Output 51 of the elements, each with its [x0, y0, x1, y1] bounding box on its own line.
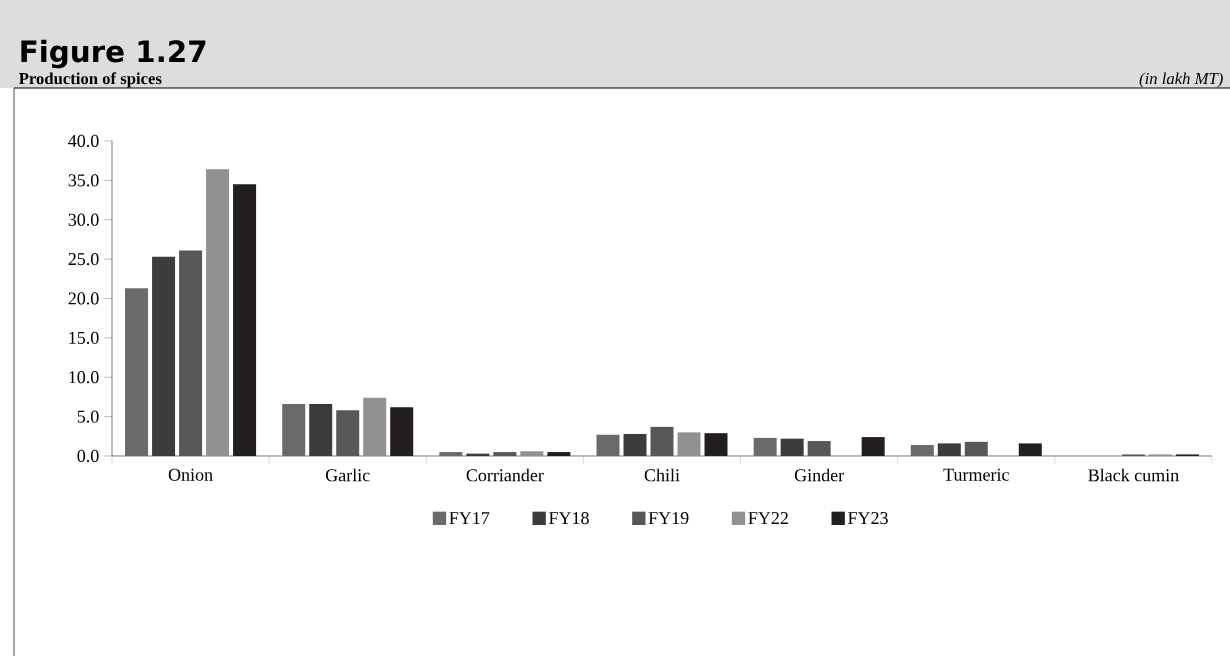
bar [596, 434, 620, 456]
bar [309, 404, 333, 456]
bar [937, 443, 961, 456]
x-tick-label: Garlic [325, 468, 370, 482]
y-tick-label: 15.0 [69, 331, 99, 344]
bar [390, 407, 414, 456]
bar [753, 437, 777, 456]
bar [780, 438, 804, 456]
x-tick-label: Corriander [466, 468, 544, 482]
bar [650, 426, 674, 456]
x-tick-label: Chili [644, 468, 680, 482]
y-tick-label: 20.0 [68, 292, 99, 305]
y-tick-label: 35.0 [68, 174, 99, 187]
bar [704, 433, 728, 456]
bar [233, 184, 257, 456]
bar [910, 444, 934, 456]
bar [336, 410, 360, 456]
x-tick-label: Black cumin [1088, 468, 1179, 482]
bar [179, 250, 203, 456]
bar [677, 432, 701, 456]
bar [493, 452, 517, 456]
bar [206, 169, 230, 456]
bar [861, 437, 885, 456]
y-tick-label: 0.0 [77, 449, 99, 463]
y-tick-label: 10.0 [69, 371, 99, 384]
legend-label: FY22 [748, 512, 788, 524]
bar [363, 397, 387, 456]
bar [152, 256, 176, 456]
bar [964, 441, 988, 456]
bar [282, 404, 306, 456]
x-tick-label: Onion [168, 468, 213, 481]
y-tick-label: 5.0 [77, 410, 99, 423]
text: (in lakh MT) [1139, 72, 1223, 88]
bar [547, 452, 571, 456]
bar [520, 451, 544, 456]
bar [807, 441, 831, 456]
bar [439, 452, 463, 456]
y-tick-label: 30.0 [68, 213, 99, 226]
x-tick-label: Ginder [794, 468, 844, 482]
legend-label: FY19 [648, 512, 689, 525]
y-tick-label: 40.0 [68, 134, 99, 148]
bar [623, 433, 647, 456]
bar [125, 288, 149, 456]
legend-label: FY17 [449, 512, 490, 524]
x-tick-label: Turmeric [943, 468, 1009, 481]
chart-title: Figure 1.27 [21, 39, 206, 69]
bar [1018, 443, 1042, 456]
chart-subtitle: Production of spices [19, 72, 162, 88]
y-tick-label: 25.0 [68, 253, 99, 266]
legend-label: FY23 [848, 512, 888, 525]
legend-label: FY18 [549, 511, 589, 525]
